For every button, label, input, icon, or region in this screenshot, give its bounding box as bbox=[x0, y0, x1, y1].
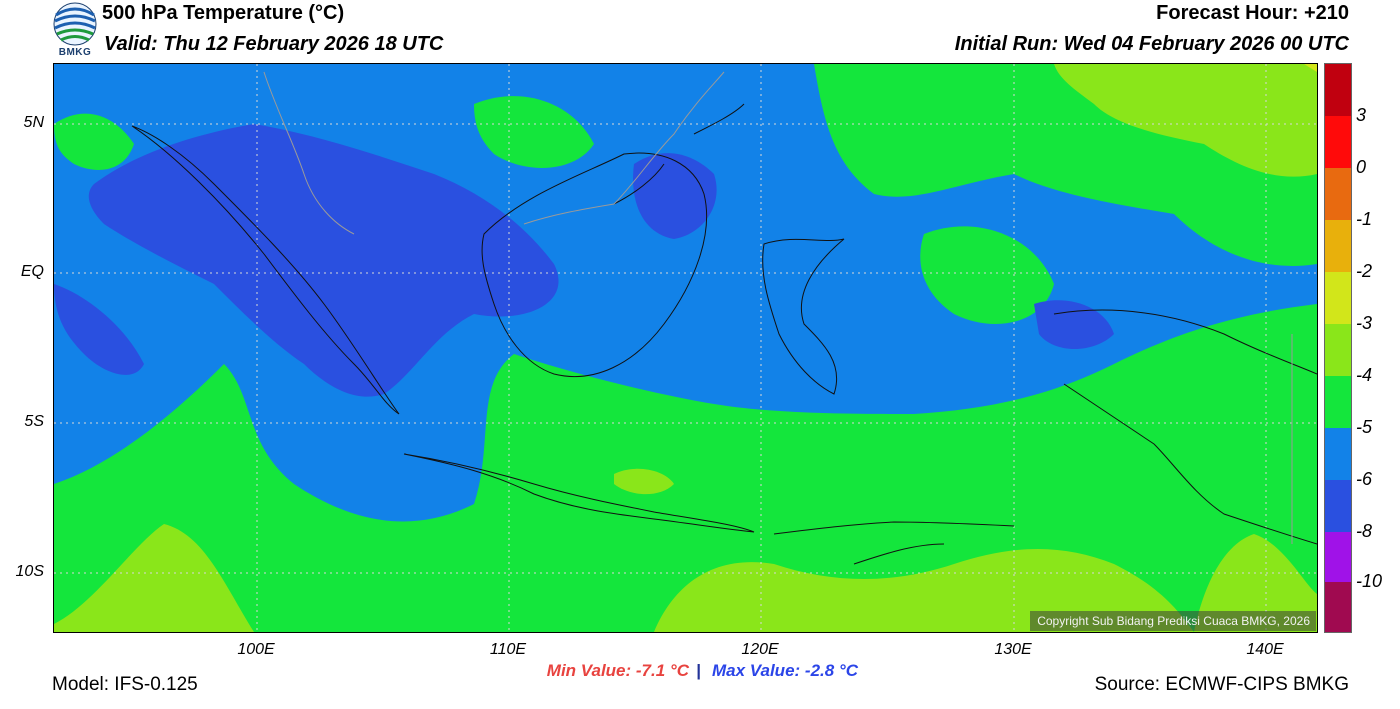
colorbar-swatches bbox=[1325, 64, 1351, 632]
max-value: Max Value: -2.8 °C bbox=[712, 661, 858, 680]
bmkg-logo-emblem bbox=[53, 2, 97, 46]
colorbar-swatch-9 bbox=[1325, 480, 1351, 532]
valid-time: Valid: Thu 12 February 2026 18 UTC bbox=[104, 33, 444, 55]
colorbar-swatch-7 bbox=[1325, 376, 1351, 428]
colorbar-label-0: 0 bbox=[1356, 157, 1367, 177]
logo-text: BMKG bbox=[58, 47, 92, 58]
copyright-notice: Copyright Sub Bidang Prediksi Cuaca BMKG… bbox=[1030, 611, 1316, 631]
coastlines bbox=[131, 103, 1317, 565]
field-lightgreen-sw bbox=[54, 524, 254, 632]
min-value: Min Value: -7.1 °C bbox=[546, 661, 689, 680]
sumatra-coast bbox=[131, 125, 400, 415]
bmkg-logo: BMKG bbox=[52, 1, 98, 59]
field-green-northwest bbox=[54, 113, 134, 170]
colorbar-label-minus4: -4 bbox=[1356, 365, 1373, 385]
lon-label-130e: 130E bbox=[994, 641, 1032, 658]
colorbar-label-minus10: -10 bbox=[1356, 571, 1383, 591]
field-lightgreen-arafura bbox=[1194, 534, 1317, 632]
sulawesi-coast bbox=[762, 238, 845, 395]
colorbar-swatch-1 bbox=[1325, 64, 1351, 116]
borneo-coast bbox=[481, 152, 708, 378]
colorbar-swatch-6 bbox=[1325, 324, 1351, 376]
java-coast bbox=[403, 453, 755, 533]
colorbar-swatch-11 bbox=[1325, 582, 1351, 632]
colorbar-label-minus2: -2 bbox=[1356, 261, 1373, 281]
chart-title: 500 hPa Temperature (°C) bbox=[102, 2, 345, 24]
colorbar-label-minus6: -6 bbox=[1356, 469, 1373, 489]
lon-label-110e: 110E bbox=[489, 641, 527, 658]
colorbar-swatch-8 bbox=[1325, 428, 1351, 480]
field-lightgreen-bali bbox=[614, 468, 674, 495]
colorbar bbox=[1324, 63, 1352, 633]
lat-label-10s: 10S bbox=[15, 563, 44, 580]
lon-label-100e: 100E bbox=[237, 641, 275, 658]
source-label: Source: ECMWF-CIPS BMKG bbox=[1094, 674, 1349, 695]
field-darkblue-borneo bbox=[633, 153, 717, 239]
field-green-south bbox=[54, 304, 1317, 632]
colorbar-label-3: 3 bbox=[1356, 105, 1367, 125]
nusa-tenggara-coast bbox=[773, 521, 1015, 565]
colorbar-swatch-3 bbox=[1325, 168, 1351, 220]
philippines-coast bbox=[613, 103, 745, 205]
colorbar-swatch-2 bbox=[1325, 116, 1351, 168]
borders bbox=[263, 71, 1293, 544]
temperature-field bbox=[54, 64, 1317, 632]
model-label: Model: IFS-0.125 bbox=[52, 674, 198, 695]
colorbar-label-minus5: -5 bbox=[1356, 417, 1373, 437]
colorbar-swatch-5 bbox=[1325, 272, 1351, 324]
field-green-halmahera bbox=[920, 226, 1054, 324]
minmax-separator: | bbox=[696, 661, 701, 680]
malay-peninsula-coast bbox=[263, 71, 355, 235]
papua-coast bbox=[1053, 309, 1317, 545]
colorbar-label-minus8: -8 bbox=[1356, 521, 1373, 541]
field-darkblue-west bbox=[54, 284, 144, 375]
initial-run: Initial Run: Wed 04 February 2026 00 UTC bbox=[954, 33, 1349, 55]
field-lightgreen-northeast bbox=[1054, 64, 1317, 177]
lat-label-5n: 5N bbox=[23, 114, 44, 131]
graticule bbox=[54, 64, 1317, 632]
field-darkblue-east bbox=[1034, 300, 1114, 349]
temperature-map: Copyright Sub Bidang Prediksi Cuaca BMKG… bbox=[53, 63, 1318, 633]
forecast-hour: Forecast Hour: +210 bbox=[1156, 2, 1349, 24]
field-yellow-corner bbox=[1304, 64, 1317, 72]
lat-label-5s: 5S bbox=[24, 413, 44, 430]
colorbar-swatch-10 bbox=[1325, 532, 1351, 582]
field-darkblue-sumatra bbox=[88, 124, 559, 397]
lat-label-eq: EQ bbox=[20, 263, 44, 280]
colorbar-swatch-4 bbox=[1325, 220, 1351, 272]
lon-label-140e: 140E bbox=[1246, 641, 1284, 658]
borneo-border bbox=[523, 71, 725, 225]
field-green-scs bbox=[474, 96, 594, 168]
colorbar-label-minus3: -3 bbox=[1356, 313, 1373, 333]
colorbar-label-minus1: -1 bbox=[1356, 209, 1373, 229]
lon-label-120e: 120E bbox=[741, 641, 779, 658]
